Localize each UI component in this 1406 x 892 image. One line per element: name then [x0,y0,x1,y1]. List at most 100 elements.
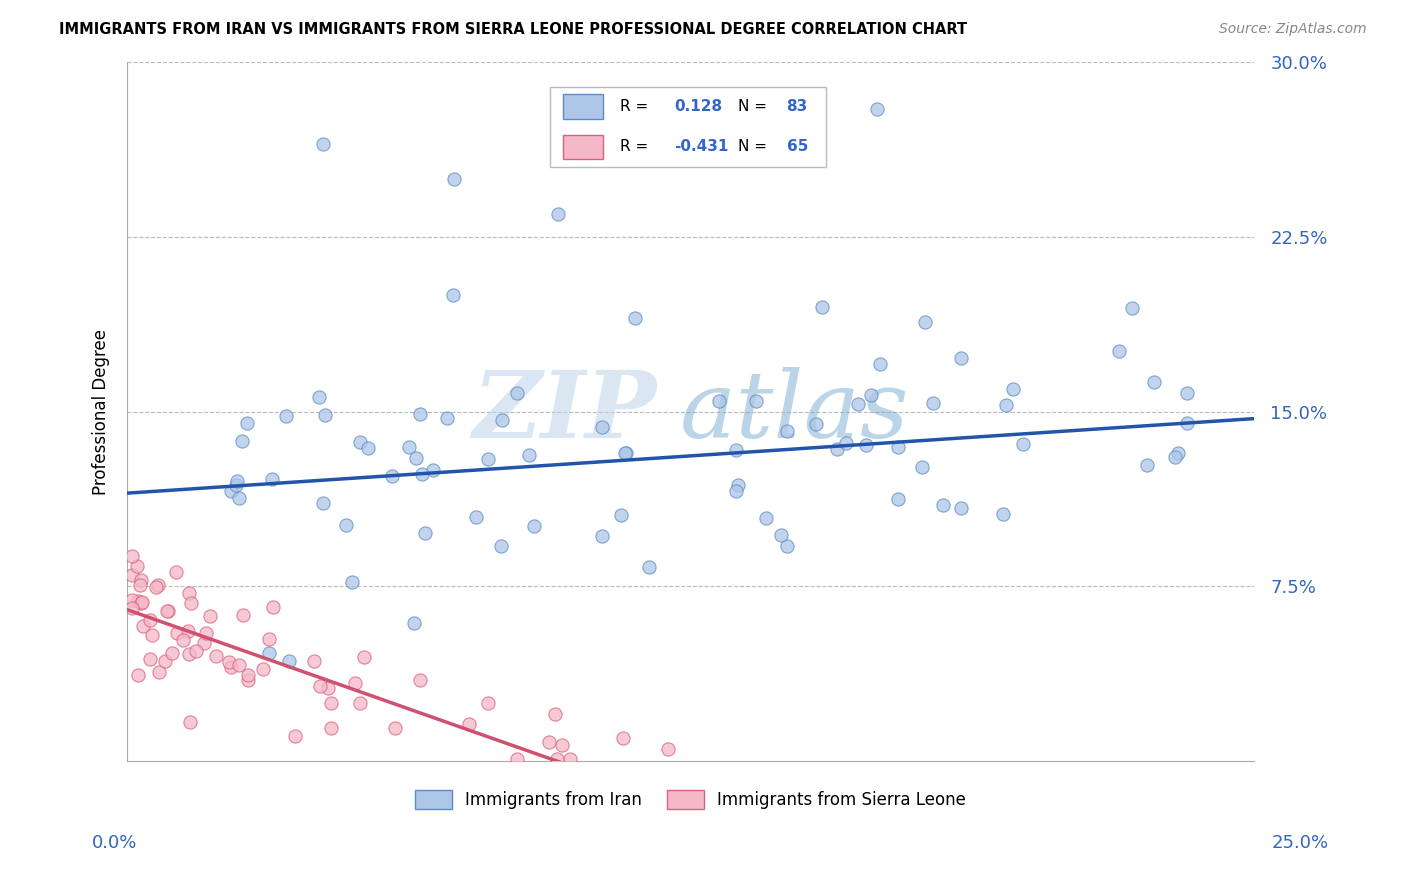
FancyBboxPatch shape [550,87,825,167]
Text: IMMIGRANTS FROM IRAN VS IMMIGRANTS FROM SIERRA LEONE PROFESSIONAL DEGREE CORRELA: IMMIGRANTS FROM IRAN VS IMMIGRANTS FROM … [59,22,967,37]
Point [860,388,883,402]
Point [550,738,572,752]
Point [384,721,406,735]
Point [257,646,280,660]
Point [544,707,567,722]
Point [707,393,730,408]
Point [127,594,149,608]
Point [121,568,143,582]
Point [179,715,201,730]
Point [491,413,513,427]
Text: N =: N = [738,99,772,114]
Point [769,527,792,541]
Point [311,496,333,510]
Point [1011,437,1033,451]
Point [724,483,747,498]
Legend: Immigrants from Iran, Immigrants from Sierra Leone: Immigrants from Iran, Immigrants from Si… [409,783,973,815]
Point [1167,446,1189,460]
Point [409,407,432,421]
Point [316,681,339,695]
Point [228,491,250,506]
Point [932,498,955,512]
Point [236,673,259,687]
Point [402,616,425,631]
Point [866,102,889,116]
Point [225,477,247,491]
Point [277,655,299,669]
Bar [564,95,603,119]
Point [226,475,249,489]
Point [128,578,150,592]
Point [1143,376,1166,390]
Text: 0.128: 0.128 [673,99,721,114]
Point [745,393,768,408]
Point [950,501,973,516]
Point [145,580,167,594]
Point [755,511,778,525]
Text: N =: N = [738,139,772,154]
Point [411,467,433,482]
Point [155,654,177,668]
Point [465,509,488,524]
Point [321,721,343,735]
Point [129,573,152,587]
Point [276,409,298,424]
Bar [564,135,603,159]
Point [846,397,869,411]
Point [156,604,179,618]
Point [200,609,222,624]
Point [558,752,581,766]
Text: -0.431: -0.431 [673,139,728,154]
Point [436,411,458,425]
Point [995,398,1018,412]
Point [506,752,529,766]
Point [578,136,600,151]
Point [312,136,335,151]
Point [180,596,202,610]
Point [991,507,1014,521]
Point [121,592,143,607]
Point [205,648,228,663]
Point [638,560,661,574]
Point [353,649,375,664]
Point [139,652,162,666]
Text: R =: R = [620,139,652,154]
Point [141,627,163,641]
Point [506,386,529,401]
Point [342,575,364,590]
Point [139,613,162,627]
Y-axis label: Professional Degree: Professional Degree [93,328,110,494]
Point [381,468,404,483]
Point [624,311,647,326]
Point [477,452,499,467]
Point [238,668,260,682]
Point [357,442,380,456]
Point [523,519,546,533]
Point [835,436,858,450]
Point [236,416,259,430]
Point [179,647,201,661]
Point [855,438,877,452]
Text: atlas: atlas [679,367,908,457]
Point [232,607,254,622]
Point [148,665,170,679]
Point [441,288,464,302]
Point [614,446,637,460]
Point [950,351,973,366]
Point [121,549,143,564]
Point [443,171,465,186]
Point [166,626,188,640]
Point [231,434,253,448]
Text: Source: ZipAtlas.com: Source: ZipAtlas.com [1219,22,1367,37]
Point [405,451,427,466]
Point [172,632,194,647]
Text: 25.0%: 25.0% [1271,834,1329,852]
Point [657,742,679,756]
Point [727,477,749,491]
Point [422,463,444,477]
Point [127,558,149,573]
Point [413,526,436,541]
Point [914,315,936,329]
Point [228,657,250,672]
Point [314,408,336,422]
